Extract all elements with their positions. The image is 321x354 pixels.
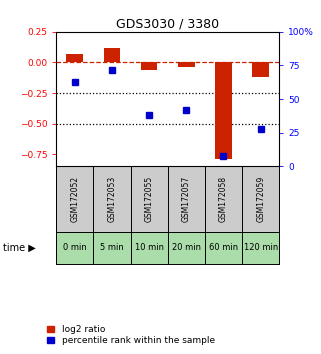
Bar — [66, 54, 83, 62]
Title: GDS3030 / 3380: GDS3030 / 3380 — [116, 18, 219, 31]
Bar — [252, 62, 269, 77]
Text: 120 min: 120 min — [244, 243, 278, 252]
Bar — [141, 62, 158, 70]
Text: GSM172058: GSM172058 — [219, 176, 228, 222]
Bar — [104, 48, 120, 62]
Legend: log2 ratio, percentile rank within the sample: log2 ratio, percentile rank within the s… — [46, 324, 216, 346]
Text: GSM172057: GSM172057 — [182, 176, 191, 222]
Bar — [178, 62, 195, 67]
Text: GSM172053: GSM172053 — [108, 176, 117, 222]
Text: 60 min: 60 min — [209, 243, 238, 252]
Text: 5 min: 5 min — [100, 243, 124, 252]
Text: time ▶: time ▶ — [3, 243, 36, 253]
Text: 20 min: 20 min — [172, 243, 201, 252]
Text: GSM172055: GSM172055 — [145, 176, 154, 222]
Text: 10 min: 10 min — [134, 243, 164, 252]
Text: GSM172059: GSM172059 — [256, 176, 265, 222]
Text: GSM172052: GSM172052 — [70, 176, 79, 222]
Text: 0 min: 0 min — [63, 243, 87, 252]
Bar — [215, 62, 232, 159]
